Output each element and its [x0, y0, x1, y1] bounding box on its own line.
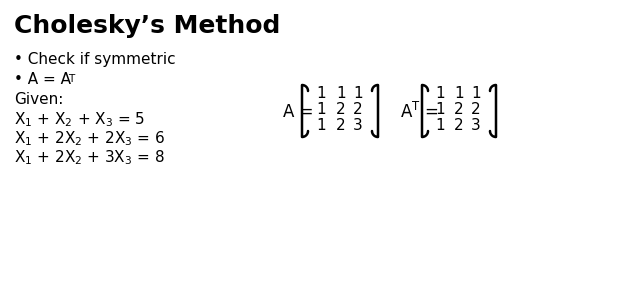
- Text: 1: 1: [316, 103, 326, 118]
- Text: 1: 1: [316, 119, 326, 134]
- Text: 1: 1: [353, 86, 363, 100]
- Text: 1: 1: [435, 103, 445, 118]
- Text: 3: 3: [353, 119, 363, 134]
- Text: 2: 2: [353, 103, 363, 118]
- Text: A$^\mathregular{T}$ =: A$^\mathregular{T}$ =: [400, 102, 439, 122]
- Text: X$_1$ + 2X$_2$ + 3X$_3$ = 8: X$_1$ + 2X$_2$ + 3X$_3$ = 8: [14, 148, 165, 167]
- Text: 2: 2: [454, 103, 464, 118]
- Text: 1: 1: [435, 86, 445, 100]
- Text: A =: A =: [283, 103, 314, 121]
- Text: 1: 1: [336, 86, 346, 100]
- Text: • A = A: • A = A: [14, 72, 71, 87]
- Text: 2: 2: [336, 103, 346, 118]
- Text: X$_1$ + X$_2$ + X$_3$ = 5: X$_1$ + X$_2$ + X$_3$ = 5: [14, 110, 146, 129]
- Text: T: T: [68, 74, 74, 84]
- Text: 1: 1: [471, 86, 481, 100]
- Text: 1: 1: [454, 86, 464, 100]
- Text: 1: 1: [316, 86, 326, 100]
- Text: 1: 1: [435, 119, 445, 134]
- Text: Cholesky’s Method: Cholesky’s Method: [14, 14, 280, 38]
- Text: 2: 2: [336, 119, 346, 134]
- Text: Given:: Given:: [14, 92, 63, 107]
- Text: 2: 2: [454, 119, 464, 134]
- Text: X$_1$ + 2X$_2$ + 2X$_3$ = 6: X$_1$ + 2X$_2$ + 2X$_3$ = 6: [14, 129, 165, 148]
- Text: 3: 3: [471, 119, 481, 134]
- Text: 2: 2: [471, 103, 481, 118]
- Text: • Check if symmetric: • Check if symmetric: [14, 52, 176, 67]
